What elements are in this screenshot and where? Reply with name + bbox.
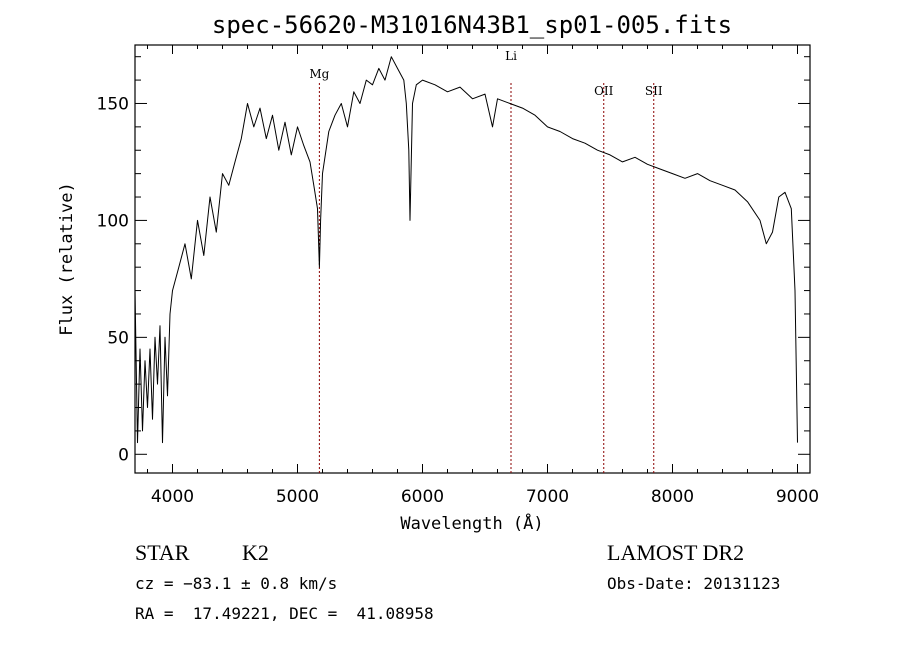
survey-name: LAMOST DR2 — [607, 540, 745, 565]
coordinates: RA = 17.49221, DEC = 41.08958 — [135, 604, 434, 623]
redshift-cz: cz = −83.1 ± 0.8 km/s — [135, 574, 338, 593]
plot-frame — [134, 44, 811, 474]
y-axis-label: Flux (relative) — [57, 182, 77, 336]
y-tick-label: 100 — [97, 211, 129, 231]
object-class: STAR — [135, 540, 190, 565]
spectral-line-label: Li — [505, 49, 517, 63]
spectral-line-label: OII — [594, 84, 614, 98]
object-subclass: K2 — [242, 540, 269, 565]
observation-date: Obs-Date: 20131123 — [607, 574, 781, 593]
spectral-line-markers — [318, 83, 655, 473]
x-tick-label: 9000 — [776, 487, 819, 507]
x-tick-label: 8000 — [651, 487, 694, 507]
y-tick-label: 50 — [107, 328, 129, 348]
x-tick-label: 5000 — [276, 487, 319, 507]
spectral-line-label: Mg — [309, 67, 329, 81]
spectral-line-labels: Mg Li OII SII — [309, 49, 662, 98]
y-tick-label: 0 — [118, 445, 129, 465]
x-axis-label: Wavelength (Å) — [400, 512, 543, 534]
x-tick-label: 7000 — [526, 487, 569, 507]
axis-ticks — [135, 45, 810, 473]
spectrum-series-line — [134, 56, 798, 444]
x-tick-label: 4000 — [151, 487, 194, 507]
x-tick-label: 6000 — [401, 487, 444, 507]
tick-labels: 4000 5000 6000 7000 8000 9000 0 50 100 150 — [97, 94, 820, 507]
spectral-line-label: SII — [645, 84, 663, 98]
chart-title: spec-56620-M31016N43B1_sp01-005.fits — [212, 11, 732, 39]
y-tick-label: 150 — [97, 94, 129, 114]
